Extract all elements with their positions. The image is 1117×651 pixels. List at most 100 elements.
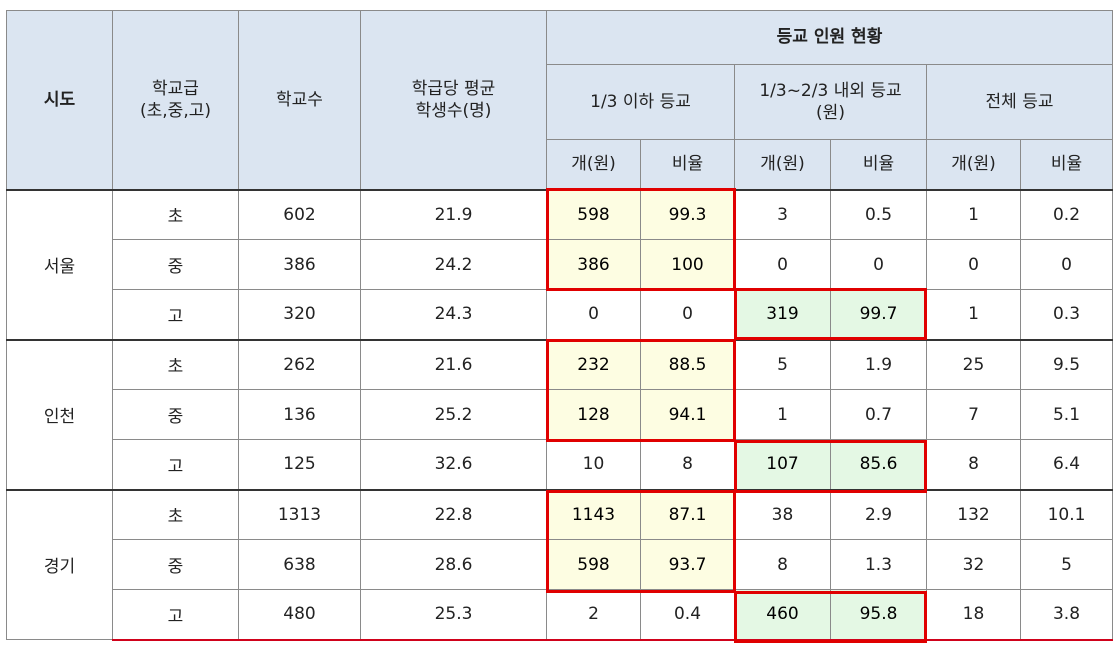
avg-cell: 24.3	[360, 289, 547, 340]
header-ratio-1: 비율	[640, 139, 735, 191]
avg-cell: 21.6	[360, 338, 547, 390]
count-2-cell: 5	[734, 338, 831, 390]
count-1-cell: 386	[546, 239, 641, 290]
avg-cell: 22.8	[360, 488, 547, 540]
region-cell: 인천	[6, 338, 113, 490]
count-1-cell: 598	[546, 188, 641, 240]
table-row: 고 125 32.6 10 8 107 85.6 8 6.4	[7, 439, 1113, 490]
ratio-1-cell: 99.3	[640, 188, 735, 240]
level-cell: 초	[112, 338, 239, 390]
header-school-level-text: 학교급 (초,중,고)	[140, 78, 211, 121]
schools-cell: 602	[238, 188, 361, 240]
header-count-1: 개(원)	[546, 139, 641, 191]
count-3-cell: 7	[926, 389, 1021, 440]
ratio-3-cell: 0	[1020, 239, 1113, 290]
ratio-2-cell: 0.7	[830, 389, 927, 440]
avg-cell: 28.6	[360, 539, 547, 590]
count-3-cell: 8	[926, 439, 1021, 490]
ratio-2-cell: 85.6	[830, 439, 927, 490]
ratio-2-cell: 0.5	[830, 188, 927, 240]
table-row: 고 480 25.3 2 0.4 460 95.8 18 3.8	[7, 589, 1113, 641]
header-school-level: 학교급 (초,중,고)	[112, 10, 239, 190]
header-group-one-third: 1/3 이하 등교	[546, 64, 735, 140]
level-cell: 초	[112, 488, 239, 540]
ratio-3-cell: 9.5	[1020, 338, 1113, 390]
header-avg-students: 학급당 평균 학생수(명)	[360, 10, 547, 190]
count-3-cell: 1	[926, 188, 1021, 240]
schools-cell: 320	[238, 289, 361, 340]
header-group-two-third-text: 1/3~2/3 내외 등교 (원)	[759, 80, 902, 123]
header-ratio-2: 비율	[830, 139, 927, 191]
ratio-3-cell: 6.4	[1020, 439, 1113, 490]
ratio-3-cell: 0.2	[1020, 188, 1113, 240]
count-1-cell: 232	[546, 338, 641, 390]
avg-cell: 25.2	[360, 389, 547, 440]
level-cell: 고	[112, 589, 239, 641]
table-row: 중 136 25.2 128 94.1 1 0.7 7 5.1	[7, 389, 1113, 440]
table-body: 서울 초 602 21.9 598 99.3 3 0.5 1 0.2 중 386…	[6, 188, 1113, 641]
header-attendance-status: 등교 인원 현황	[546, 10, 1113, 65]
header-count-3: 개(원)	[926, 139, 1021, 191]
ratio-1-cell: 8	[640, 439, 735, 490]
level-cell: 중	[112, 239, 239, 290]
region-cell: 서울	[6, 188, 113, 340]
schools-cell: 1313	[238, 488, 361, 540]
count-2-cell: 1	[734, 389, 831, 440]
count-3-cell: 1	[926, 289, 1021, 340]
ratio-1-cell: 0.4	[640, 589, 735, 641]
count-3-cell: 32	[926, 539, 1021, 590]
count-1-cell: 598	[546, 539, 641, 590]
count-1-cell: 10	[546, 439, 641, 490]
level-cell: 고	[112, 439, 239, 490]
ratio-3-cell: 5.1	[1020, 389, 1113, 440]
schools-cell: 125	[238, 439, 361, 490]
table-row: 서울 초 602 21.9 598 99.3 3 0.5 1 0.2	[6, 188, 1113, 340]
avg-cell: 21.9	[360, 188, 547, 240]
header-group-two-third: 1/3~2/3 내외 등교 (원)	[734, 64, 927, 140]
header-group-full: 전체 등교	[926, 64, 1113, 140]
count-1-cell: 1143	[546, 488, 641, 540]
header-count-2: 개(원)	[734, 139, 831, 191]
header-school-count: 학교수	[238, 10, 361, 190]
count-3-cell: 0	[926, 239, 1021, 290]
count-1-cell: 2	[546, 589, 641, 641]
ratio-2-cell: 2.9	[830, 488, 927, 540]
ratio-3-cell: 0.3	[1020, 289, 1113, 340]
ratio-1-cell: 93.7	[640, 539, 735, 590]
ratio-3-cell: 3.8	[1020, 589, 1113, 641]
ratio-2-cell: 1.3	[830, 539, 927, 590]
count-2-cell: 107	[734, 439, 831, 490]
schools-cell: 262	[238, 338, 361, 390]
table-row: 경기 초 1313 22.8 1143 87.1 38 2.9 132 10.1	[6, 488, 1113, 640]
ratio-1-cell: 94.1	[640, 389, 735, 440]
header-ratio-3: 비율	[1020, 139, 1113, 191]
count-3-cell: 25	[926, 338, 1021, 390]
count-2-cell: 319	[734, 289, 831, 340]
table-row: 인천 초 262 21.6 232 88.5 5 1.9 25 9.5	[6, 338, 1113, 490]
ratio-1-cell: 87.1	[640, 488, 735, 540]
ratio-3-cell: 10.1	[1020, 488, 1113, 540]
count-3-cell: 132	[926, 488, 1021, 540]
count-1-cell: 128	[546, 389, 641, 440]
count-2-cell: 8	[734, 539, 831, 590]
schools-cell: 480	[238, 589, 361, 641]
region-cell: 경기	[6, 488, 113, 640]
avg-cell: 32.6	[360, 439, 547, 490]
ratio-1-cell: 100	[640, 239, 735, 290]
ratio-2-cell: 99.7	[830, 289, 927, 340]
schools-cell: 386	[238, 239, 361, 290]
ratio-2-cell: 0	[830, 239, 927, 290]
table-header: 시도 학교급 (초,중,고) 학교수 학급당 평균 학생수(명) 등교 인원 현…	[6, 10, 1113, 191]
ratio-1-cell: 88.5	[640, 338, 735, 390]
level-cell: 고	[112, 289, 239, 340]
ratio-2-cell: 1.9	[830, 338, 927, 390]
header-sido: 시도	[6, 10, 113, 190]
schools-cell: 638	[238, 539, 361, 590]
table-row: 중 638 28.6 598 93.7 8 1.3 32 5	[7, 539, 1113, 590]
count-2-cell: 0	[734, 239, 831, 290]
table-row: 중 386 24.2 386 100 0 0 0 0	[7, 239, 1113, 290]
header-avg-students-text: 학급당 평균 학생수(명)	[411, 78, 496, 121]
school-attendance-table: 시도 학교급 (초,중,고) 학교수 학급당 평균 학생수(명) 등교 인원 현…	[6, 10, 1113, 641]
avg-cell: 25.3	[360, 589, 547, 641]
level-cell: 중	[112, 389, 239, 440]
